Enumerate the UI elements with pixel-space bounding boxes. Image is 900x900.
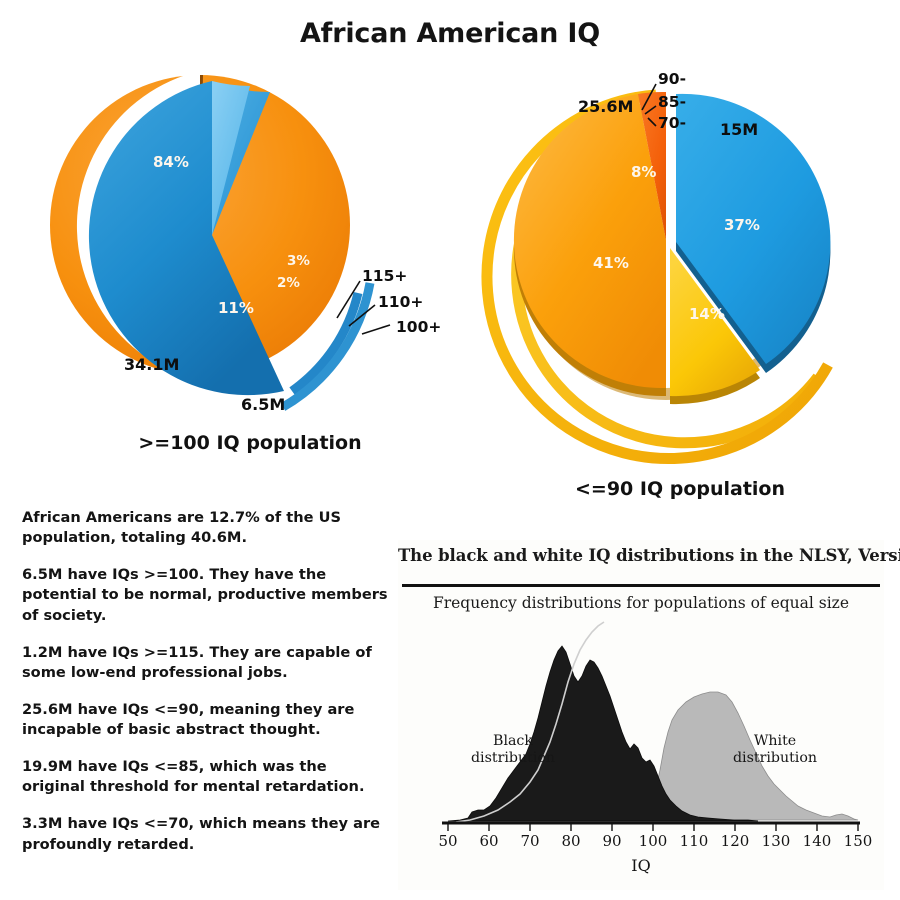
left-pie-svg: 84% 11% 2% 3% — [50, 71, 391, 411]
exploded-blue-group — [88, 81, 284, 396]
slice-37-percent — [676, 93, 831, 374]
label-11-percent: 11% — [218, 299, 254, 317]
callout-90-minus: 90- — [658, 70, 687, 88]
white-distribution-area — [625, 691, 859, 821]
tick-label-100: 100 — [638, 832, 668, 850]
page-title: African American IQ — [299, 18, 601, 49]
x-axis-tick-labels: 50 60 70 80 90 100 110 120 130 140 150 — [398, 832, 884, 856]
right-pie-chart: 37% 14% 41% 8% 90- 85- 70- 25.6M 15M — [470, 62, 890, 472]
tick-label-90: 90 — [602, 832, 622, 850]
legend-white-line1: White — [753, 733, 797, 749]
slice-8-percent — [638, 91, 666, 240]
nlsy-title-rule — [402, 584, 880, 587]
callout-110-plus: 110+ — [378, 293, 424, 311]
tick-label-120: 120 — [720, 832, 750, 850]
narrative-text: African Americans are 12.7% of the US po… — [22, 508, 394, 855]
narrative-paragraph-1: African Americans are 12.7% of the US po… — [22, 509, 341, 547]
black-distribution-area — [447, 645, 759, 822]
narrative-paragraph-4: 25.6M have IQs <=90, meaning they are in… — [22, 700, 355, 738]
nlsy-plot-svg — [442, 621, 860, 831]
tick-label-50: 50 — [438, 832, 458, 850]
x-axis-ticks — [447, 823, 859, 831]
legend-white-distribution: White distribution — [720, 733, 830, 768]
narrative-paragraph-2: 6.5M have IQs >=100. They have the poten… — [22, 566, 388, 624]
narrative-paragraph-5: 19.9M have IQs <=85, which was the origi… — [22, 758, 365, 796]
callout-70-minus: 70- — [658, 114, 687, 132]
value-34-1m: 34.1M — [124, 355, 180, 374]
legend-black-line1: Black — [493, 733, 533, 749]
value-6-5m: 6.5M — [241, 395, 286, 414]
label-8-percent: 8% — [631, 163, 656, 181]
left-leader-lines — [336, 280, 391, 335]
left-pie-chart: 84% 11% 2% 3% 115+ 110+ 100+ 34.1M 6.5M — [40, 55, 460, 415]
tick-label-70: 70 — [520, 832, 540, 850]
tick-label-130: 130 — [761, 832, 791, 850]
narrative-paragraph-6: 3.3M have IQs <=70, which means they are… — [22, 815, 381, 853]
label-37-percent: 37% — [724, 216, 760, 234]
nlsy-subtitle: Frequency distributions for populations … — [432, 594, 850, 612]
left-chart-caption: >=100 IQ population — [138, 432, 362, 454]
label-3-percent: 3% — [287, 253, 310, 269]
x-axis-title: IQ — [631, 856, 651, 875]
nlsy-title: The black and white IQ distributions in … — [398, 546, 900, 565]
right-leader-lines — [641, 83, 657, 127]
label-14-percent: 14% — [689, 305, 725, 323]
legend-white-line2: distribution — [732, 750, 818, 767]
right-chart-caption: <=90 IQ population — [574, 478, 786, 500]
label-2-percent: 2% — [277, 275, 300, 291]
tick-label-150: 150 — [843, 832, 873, 850]
tick-label-80: 80 — [561, 832, 581, 850]
nlsy-distribution-figure: The black and white IQ distributions in … — [398, 540, 900, 890]
value-25-6m: 25.6M — [578, 97, 634, 116]
cumulative-line — [455, 621, 605, 823]
legend-black-line2: distribution — [470, 750, 556, 767]
tick-label-140: 140 — [802, 832, 832, 850]
tick-label-60: 60 — [479, 832, 499, 850]
legend-black-distribution: Black distribution — [458, 733, 568, 768]
slice-41-percent — [513, 94, 666, 397]
callout-115-plus: 115+ — [362, 267, 408, 285]
slice-14-percent — [670, 248, 760, 405]
tick-label-110: 110 — [679, 832, 709, 850]
callout-85-minus: 85- — [658, 93, 687, 111]
left-outer-arcs — [280, 282, 375, 411]
callout-100-plus: 100+ — [396, 318, 442, 336]
label-41-percent: 41% — [593, 254, 629, 272]
narrative-paragraph-3: 1.2M have IQs >=115. They are capable of… — [22, 643, 372, 681]
value-15m: 15M — [720, 120, 759, 139]
slice-3-percent — [212, 81, 250, 235]
slice-11-percent — [88, 81, 284, 396]
right-pie-svg: 37% 14% 41% 8% — [481, 83, 833, 465]
label-84-percent: 84% — [153, 153, 189, 171]
